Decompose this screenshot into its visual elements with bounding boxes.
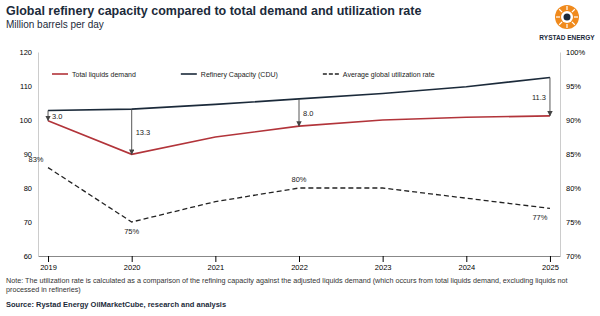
y-tick-label: 70: [24, 218, 32, 227]
y-tick: 60: [24, 252, 38, 261]
subtitle: Million barrels per day: [6, 19, 104, 30]
y-tick: 80: [24, 184, 38, 193]
x-tick: 2024: [458, 256, 475, 272]
logo-ray: [572, 9, 575, 12]
x-tick-mark: [215, 256, 216, 262]
y2-tick: 100%: [560, 48, 586, 57]
y2-tick: 75%: [560, 218, 581, 227]
y2-tick: 80%: [560, 184, 581, 193]
y-tick-label: 110: [20, 82, 32, 91]
x-tick-mark: [48, 256, 49, 262]
gap-arrow: [48, 110, 49, 120]
chart: Global refinery capacity compared to tot…: [0, 0, 600, 316]
logo-ray: [572, 22, 575, 25]
legend-swatch: [181, 73, 197, 75]
y2-tick-label: 80%: [566, 184, 581, 193]
x-tick-label: 2022: [291, 263, 308, 272]
note: Note: The utilization rate is calculated…: [6, 276, 568, 294]
y2-axis: 70% 75% 80% 85% 90% 95% 100%: [560, 48, 586, 261]
x-tick-label: 2020: [124, 263, 141, 272]
x-tick-label: 2025: [542, 263, 559, 272]
gap-label: 3.0: [52, 112, 62, 121]
y-tick: 110: [20, 82, 38, 91]
y-tick-label: 120: [19, 48, 32, 57]
y2-tick-label: 90%: [566, 116, 581, 125]
plot-area: [48, 78, 550, 223]
x-tick-label: 2023: [375, 263, 392, 272]
legend: Total liquids demand Refinery Capacity (C…: [52, 71, 435, 79]
x-tick-mark: [550, 256, 551, 262]
y2-tick-label: 75%: [566, 218, 581, 227]
logo-icon: [555, 5, 579, 29]
logo: [555, 5, 579, 29]
y-tick: 70: [24, 218, 38, 227]
series-line: [48, 168, 550, 222]
y2-tick: 70%: [560, 252, 581, 261]
logo-ray: [574, 16, 578, 17]
y2-tick: 90%: [560, 116, 581, 125]
x-tick: 2020: [124, 256, 141, 272]
gap-label: 8.0: [303, 109, 313, 118]
legend-label: Average global utilization rate: [343, 71, 435, 79]
x-tick-label: 2021: [208, 263, 225, 272]
y2-tick-label: 95%: [566, 82, 581, 91]
title: Global refinery capacity compared to tot…: [6, 4, 421, 18]
legend-swatch: [52, 73, 68, 75]
gap-arrow: [131, 109, 132, 154]
logo-ray: [559, 9, 562, 12]
logo-ray: [556, 16, 560, 17]
y-tick-label: 60: [24, 252, 32, 261]
x-tick-mark: [132, 256, 133, 262]
y2-tick: 95%: [560, 82, 581, 91]
x-tick: 2023: [375, 256, 392, 272]
x-tick-mark: [383, 256, 384, 262]
legend-label: Total liquids demand: [72, 71, 136, 79]
y2-tick: 85%: [560, 150, 581, 159]
y2-tick-label: 70%: [566, 252, 581, 261]
y2-tick-label: 100%: [566, 48, 586, 57]
data-label: 77%: [532, 213, 547, 222]
x-tick-mark: [466, 256, 467, 262]
y-tick: 120: [19, 48, 38, 57]
logo-ray: [566, 6, 567, 10]
gap-label: 11.3: [532, 93, 546, 102]
y2-axis-line: [560, 53, 561, 257]
y2-tick-label: 85%: [566, 150, 581, 159]
legend-label: Refinery Capacity (CDU): [201, 71, 278, 79]
x-tick: 2021: [208, 256, 225, 272]
data-label: 80%: [291, 175, 306, 184]
y-tick-label: 80: [24, 184, 32, 193]
logo-text: RYSTAD ENERGY: [539, 34, 595, 41]
x-tick-mark: [299, 256, 300, 262]
source: Source: Rystad Energy OilMarketCube, res…: [6, 300, 226, 309]
x-tick-label: 2019: [40, 263, 57, 272]
x-axis: 2019 2020 2021 2022 2023 2024 2025: [39, 256, 561, 272]
legend-swatch: [323, 73, 339, 75]
logo-icon-inner: [561, 11, 573, 23]
data-label: 83%: [29, 155, 44, 164]
y-tick-label: 100: [19, 116, 32, 125]
y-tick: 100: [19, 116, 38, 125]
logo-icon-core: [564, 14, 571, 21]
x-tick: 2025: [542, 256, 559, 272]
gap-label: 13.3: [136, 128, 151, 137]
gap-arrow: [549, 78, 550, 116]
gap-arrow: [299, 99, 300, 126]
x-tick-label: 2024: [458, 263, 475, 272]
logo-ray: [559, 22, 562, 25]
labels: 83% 75% 80% 77% 3.0 13.3 8.0 11.3: [29, 93, 548, 236]
x-tick: 2019: [40, 256, 57, 272]
data-label: 75%: [124, 227, 139, 236]
x-tick: 2022: [291, 256, 308, 272]
logo-ray: [566, 24, 567, 28]
